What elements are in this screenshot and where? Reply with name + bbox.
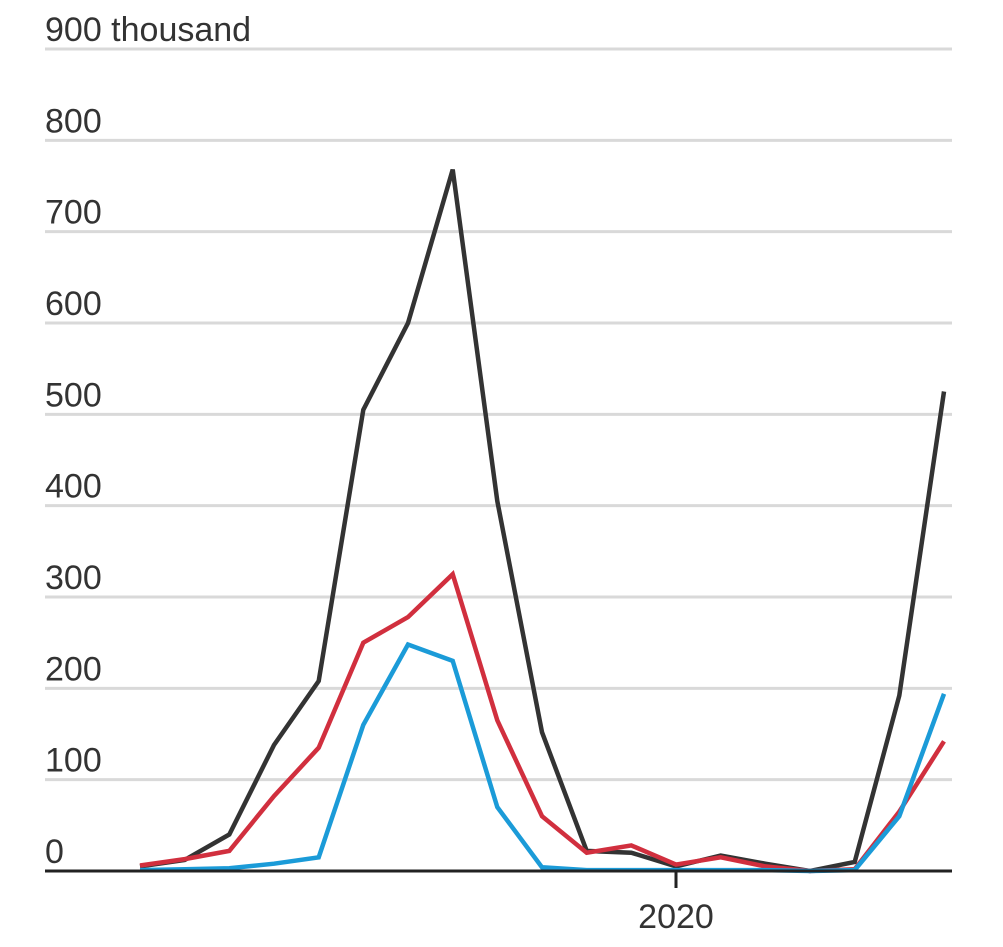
series-line-3 (139, 641, 947, 874)
y-axis-labels: 0 100 200 300 400 500 600 700 800 900 thousand (45, 11, 251, 871)
y-tick-label: 400 (45, 468, 102, 506)
series-lines (139, 168, 947, 874)
y-tick-label: 0 (45, 833, 64, 871)
y-tick-label: 100 (45, 742, 102, 780)
y-tick-label: 300 (45, 559, 102, 597)
series-line-1 (139, 168, 947, 874)
y-tick-label: 700 (45, 194, 102, 232)
y-tick-label: 900 thousand (45, 11, 251, 49)
gridlines (45, 47, 952, 782)
x-tick-label: 2020 (638, 898, 714, 936)
y-tick-label: 500 (45, 376, 102, 414)
y-tick-label: 600 (45, 285, 102, 323)
y-tick-label: 800 (45, 102, 102, 140)
y-tick-label: 200 (45, 650, 102, 688)
x-axis: 2020 (45, 869, 952, 936)
